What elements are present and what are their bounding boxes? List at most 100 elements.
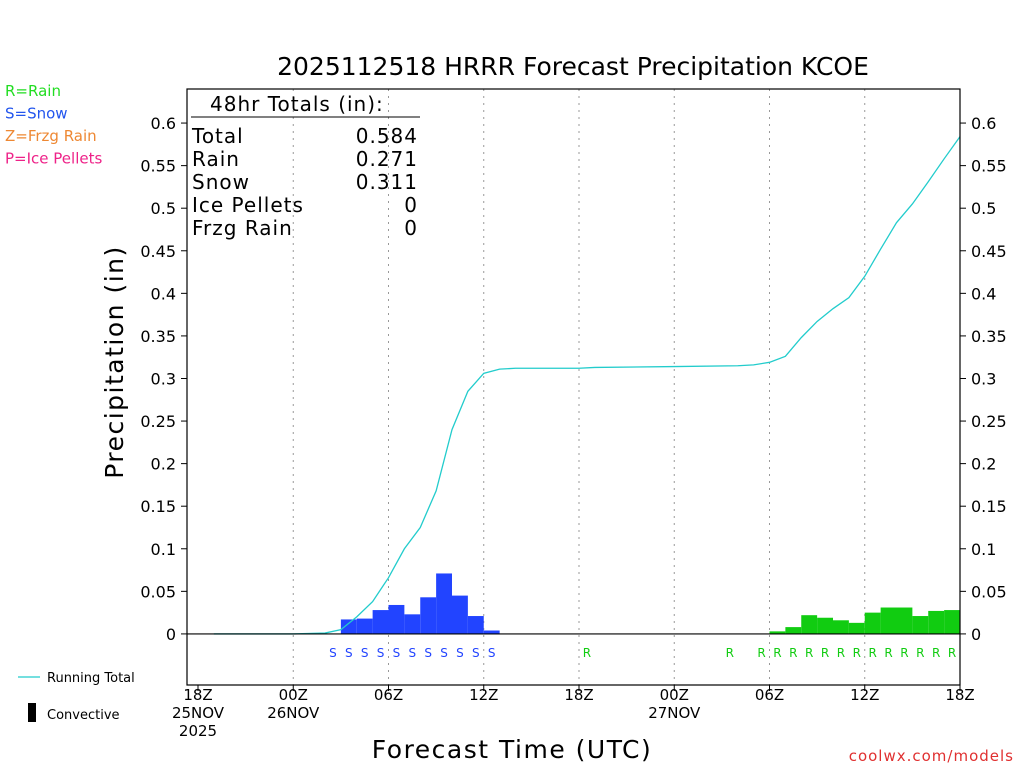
- running-total-line: [213, 136, 961, 635]
- precip-bar: [372, 610, 389, 634]
- x-tick-label: 25NOV: [172, 704, 225, 722]
- precip-type-marker: R: [805, 646, 813, 660]
- y-tick-label: 0.1: [151, 540, 176, 559]
- x-tick-label: 00Z: [660, 686, 689, 704]
- y-tick-label: 0.5: [151, 199, 176, 218]
- precip-type-marker: R: [837, 646, 845, 660]
- precip-type-legend-item: R=Rain: [5, 82, 61, 100]
- totals-box: 48hr Totals (in): Total 0.584 Rain 0.271 Sno…: [191, 92, 420, 240]
- precip-type-marker: R: [916, 646, 924, 660]
- precip-bars: [340, 573, 960, 634]
- totals-row-value: 0.271: [356, 147, 418, 171]
- x-tick-label: 18Z: [183, 686, 212, 704]
- precip-bar: [928, 610, 945, 634]
- precip-bar: [785, 627, 802, 634]
- precip-bar: [817, 617, 833, 634]
- running-total-legend-label: Running Total: [47, 671, 135, 686]
- y-tick-label: 0.45: [971, 242, 1007, 261]
- totals-row-label: Total: [191, 124, 244, 148]
- precip-type-marker: R: [821, 646, 829, 660]
- x-axis-label: Forecast Time (UTC): [372, 735, 652, 764]
- precip-type-marker: S: [440, 646, 448, 660]
- precip-bar: [864, 612, 881, 634]
- y-tick-label: 0.3: [151, 369, 176, 388]
- precip-type-legend-item: Z=Frzg Rain: [5, 127, 97, 145]
- precip-bar: [340, 619, 357, 634]
- x-tick-label: 06Z: [755, 686, 784, 704]
- y-tick-label: 0.5: [971, 199, 996, 218]
- x-tick-label: 27NOV: [648, 704, 701, 722]
- convective-swatch: [28, 703, 36, 722]
- precip-type-marker: S: [345, 646, 353, 660]
- y-tick-label: 0.2: [151, 455, 176, 474]
- y-axis-label: Precipitation (in): [100, 245, 129, 479]
- y-tick-label: 0.4: [151, 284, 176, 303]
- precip-type-marker: R: [853, 646, 861, 660]
- precip-bar: [436, 573, 452, 634]
- y-tick-label: 0.35: [971, 327, 1007, 346]
- precip-bar: [801, 615, 818, 634]
- totals-row-label: Ice Pellets: [192, 193, 304, 217]
- totals-row-value: 0: [404, 216, 418, 240]
- totals-row-value: 0.311: [356, 170, 418, 194]
- totals-row-label: Snow: [192, 170, 250, 194]
- x-tick-label: 12Z: [469, 686, 498, 704]
- x-tick-label: 00Z: [279, 686, 308, 704]
- y-tick-label: 0.25: [971, 412, 1007, 431]
- precip-bar: [944, 610, 960, 634]
- precip-bar: [769, 631, 786, 634]
- totals-row-label: Frzg Rain: [192, 216, 293, 240]
- precip-type-marker: R: [726, 646, 734, 660]
- precip-type-marker: S: [424, 646, 432, 660]
- precip-bar: [388, 604, 405, 634]
- x-tick-label: 06Z: [374, 686, 403, 704]
- y-tick-label: 0.3: [971, 369, 996, 388]
- chart-title: 2025112518 HRRR Forecast Precipitation K…: [277, 52, 869, 81]
- precip-type-marker: S: [472, 646, 480, 660]
- y-tick-label: 0.15: [971, 497, 1007, 516]
- precip-type-legend-item: P=Ice Pellets: [5, 150, 102, 168]
- totals-row-value: 0.584: [356, 124, 418, 148]
- precip-type-marker: R: [900, 646, 908, 660]
- totals-row-value: 0: [404, 193, 418, 217]
- precip-bar: [896, 607, 913, 634]
- y-tick-label: 0.35: [140, 327, 176, 346]
- precip-type-marker: R: [884, 646, 892, 660]
- y-tick-label: 0.2: [971, 455, 996, 474]
- precip-type-marker: R: [789, 646, 797, 660]
- y-axis-left: 0 0.05 0.1 0.15 0.2 0.25 0.3 0.35 0.4 0.45 0.5 0.55…: [140, 114, 187, 644]
- precip-type-marker: R: [869, 646, 877, 660]
- y-tick-label: 0.1: [971, 540, 996, 559]
- x-tick-label: 18Z: [564, 686, 593, 704]
- precip-type-marker: R: [932, 646, 940, 660]
- y-axis-right: 0 0.05 0.1 0.15 0.2 0.25 0.3 0.35 0.4 0.45 0.5 0.55…: [960, 114, 1007, 644]
- precip-type-legend-item: S=Snow: [5, 105, 68, 123]
- y-tick-label: 0: [166, 625, 176, 644]
- y-tick-label: 0.6: [151, 114, 176, 133]
- precip-bar: [483, 630, 500, 634]
- y-tick-label: 0.55: [971, 157, 1007, 176]
- totals-row-label: Rain: [192, 147, 240, 171]
- precip-type-marker: S: [329, 646, 337, 660]
- precip-bar: [356, 618, 373, 634]
- y-tick-label: 0.4: [971, 284, 996, 303]
- precip-type-marker: S: [393, 646, 401, 660]
- precip-bar: [404, 614, 421, 634]
- precip-bar: [880, 607, 897, 634]
- y-tick-label: 0.45: [140, 242, 176, 261]
- precip-type-marker: R: [948, 646, 956, 660]
- precip-bar: [833, 620, 849, 634]
- y-tick-label: 0.05: [971, 582, 1007, 601]
- y-tick-label: 0.05: [140, 582, 176, 601]
- precip-bar: [912, 616, 929, 634]
- precip-type-legend: R=Rain S=Snow Z=Frzg Rain P=Ice Pellets: [5, 82, 102, 168]
- precip-bar: [467, 616, 484, 634]
- plot-frame: [186, 88, 961, 686]
- x-tick-label: 18Z: [945, 686, 974, 704]
- y-tick-label: 0: [971, 625, 981, 644]
- x-tick-label: 26NOV: [267, 704, 320, 722]
- watermark: coolwx.com/models: [849, 747, 1014, 765]
